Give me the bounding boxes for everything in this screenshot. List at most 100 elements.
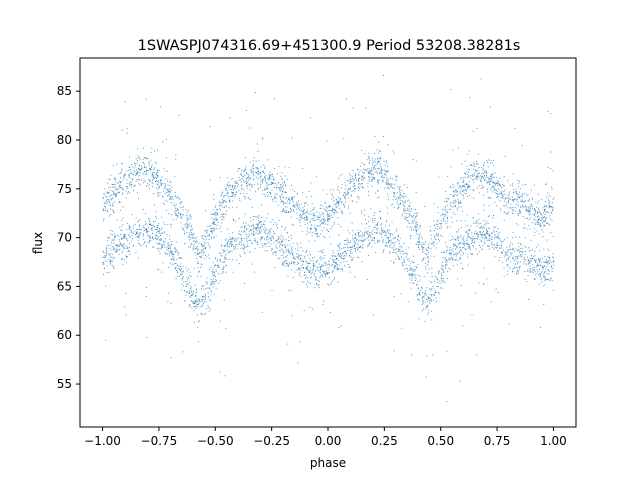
scatter-point [512, 183, 513, 185]
scatter-point [255, 176, 257, 178]
scatter-point [512, 237, 514, 239]
scatter-point [551, 206, 553, 208]
scatter-point [476, 354, 478, 356]
scatter-point [109, 259, 111, 261]
scatter-point [474, 232, 476, 234]
scatter-point [253, 225, 255, 227]
scatter-point [543, 216, 544, 218]
scatter-point [181, 283, 183, 285]
scatter-point [340, 198, 342, 200]
scatter-point [283, 261, 285, 263]
scatter-point [431, 243, 433, 245]
scatter-point [215, 228, 217, 230]
scatter-point [535, 261, 536, 263]
scatter-point [243, 247, 245, 249]
scatter-point [307, 219, 308, 221]
scatter-point [286, 202, 288, 204]
scatter-point [162, 243, 164, 245]
scatter-point [281, 200, 283, 202]
scatter-point [419, 275, 421, 277]
scatter-point [243, 238, 245, 239]
scatter-point [279, 195, 281, 197]
scatter-point [509, 249, 511, 251]
scatter-point [312, 209, 314, 211]
scatter-point [193, 237, 195, 239]
scatter-point [377, 157, 379, 159]
scatter-point [510, 203, 512, 205]
scatter-point [361, 177, 363, 178]
scatter-point [273, 232, 275, 234]
scatter-point [244, 283, 245, 284]
scatter-point [198, 248, 200, 250]
scatter-point [151, 229, 153, 231]
scatter-point [335, 262, 337, 263]
scatter-point [124, 247, 126, 249]
scatter-point [281, 178, 283, 180]
scatter-point [129, 173, 130, 175]
scatter-point [204, 247, 206, 249]
scatter-point [344, 206, 346, 208]
scatter-point [197, 263, 199, 265]
scatter-point [130, 181, 132, 183]
scatter-point [459, 251, 460, 253]
scatter-point [136, 179, 138, 180]
scatter-point [483, 162, 485, 164]
scatter-point [106, 198, 108, 200]
scatter-point [317, 219, 319, 220]
scatter-point [460, 178, 462, 180]
scatter-point [365, 218, 366, 220]
scatter-point [154, 226, 156, 228]
scatter-point [441, 278, 443, 279]
scatter-point [293, 191, 295, 192]
scatter-point [174, 210, 176, 212]
scatter-point [264, 238, 266, 240]
scatter-point [415, 222, 417, 224]
scatter-point [537, 216, 539, 218]
scatter-point [229, 243, 231, 245]
scatter-point [324, 202, 326, 204]
scatter-point [127, 222, 129, 224]
scatter-point [262, 237, 264, 239]
scatter-point [505, 213, 507, 215]
scatter-point [113, 193, 114, 195]
scatter-point [122, 188, 124, 190]
scatter-point [280, 187, 282, 189]
scatter-point [359, 177, 360, 179]
scatter-point [174, 176, 176, 178]
scatter-point [106, 240, 108, 242]
scatter-point [467, 168, 469, 170]
scatter-point [125, 314, 127, 316]
scatter-point [277, 227, 279, 229]
scatter-point [490, 197, 492, 199]
scatter-point [174, 251, 176, 253]
scatter-point [464, 189, 466, 191]
scatter-point [283, 252, 285, 254]
scatter-point [444, 206, 446, 208]
scatter-point [444, 281, 446, 283]
scatter-point [363, 236, 365, 238]
scatter-point [503, 211, 505, 213]
scatter-point [387, 171, 389, 173]
scatter-point [471, 240, 473, 242]
scatter-point [441, 226, 442, 228]
scatter-point [368, 225, 370, 227]
scatter-point [430, 294, 432, 296]
scatter-point [430, 234, 432, 236]
scatter-point [552, 236, 554, 238]
scatter-point [320, 208, 322, 209]
scatter-point [193, 301, 195, 303]
scatter-point [403, 268, 405, 270]
scatter-point [236, 182, 238, 184]
scatter-point [395, 197, 397, 199]
scatter-point [547, 192, 549, 194]
scatter-point [433, 203, 435, 205]
scatter-point [194, 305, 196, 307]
scatter-point [530, 206, 532, 208]
scatter-point [459, 246, 461, 248]
scatter-point [520, 243, 522, 245]
scatter-point [215, 219, 217, 221]
scatter-point [105, 195, 107, 197]
scatter-point [335, 263, 337, 265]
scatter-point [534, 274, 536, 276]
scatter-point [296, 269, 298, 271]
